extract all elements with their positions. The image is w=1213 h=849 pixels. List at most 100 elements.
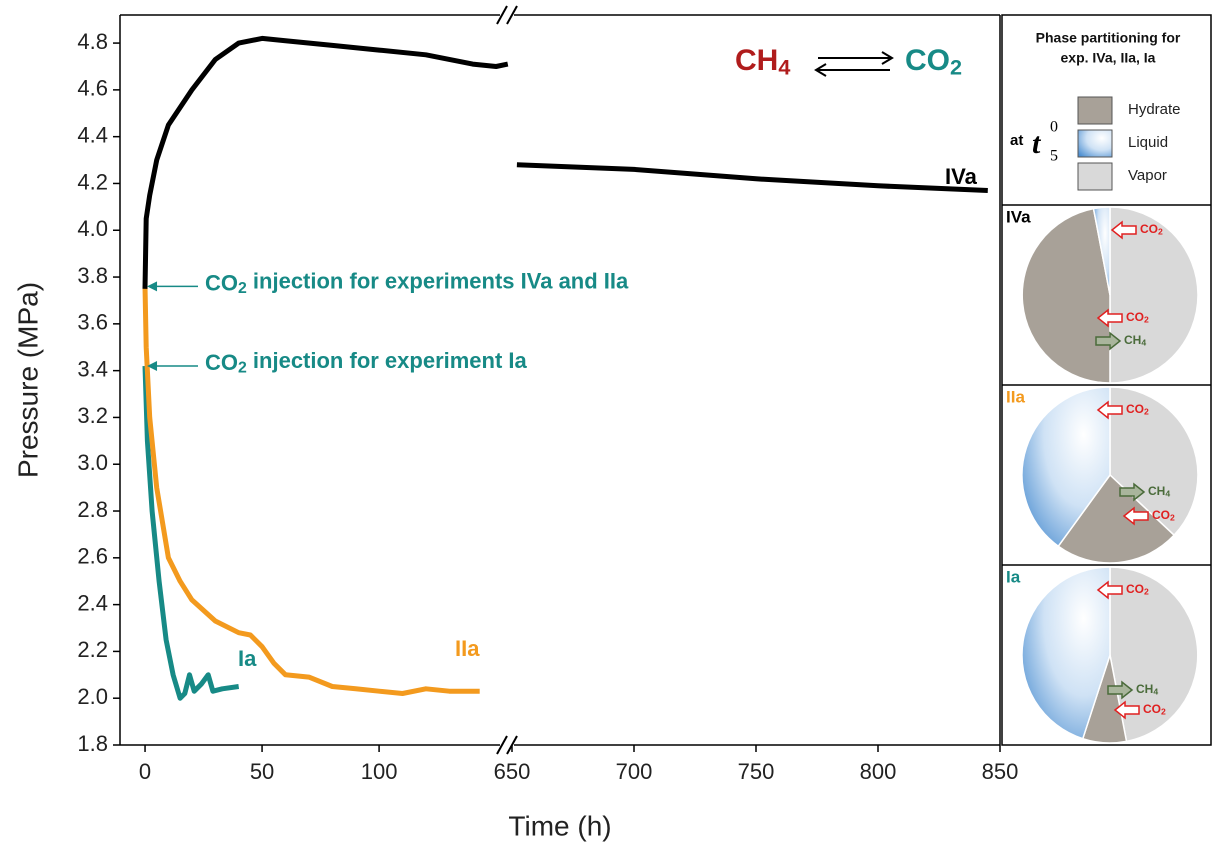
y-tick-label: 4.2 — [77, 169, 108, 194]
series-line — [142, 286, 480, 696]
annotation-part: 2 — [238, 360, 247, 377]
flux-label-part: CO — [1126, 310, 1144, 324]
flux-arrow — [1113, 700, 1140, 720]
x-axis-title: Time (h) — [508, 810, 611, 841]
flux-label-part: CO — [1140, 222, 1158, 236]
x-tick-label: 0 — [139, 759, 151, 784]
phase-swatch — [1077, 96, 1113, 125]
flux-label: CH4 — [1124, 333, 1146, 348]
phase-label: Vapor — [1128, 167, 1167, 184]
y-tick-label: 2.2 — [77, 637, 108, 662]
reaction-left-part: CH — [735, 44, 778, 77]
flux-label: CO2 — [1126, 582, 1149, 597]
pie-label: Ia — [1006, 567, 1021, 586]
flux-arrow — [1122, 506, 1149, 526]
reaction-right-part: CO — [905, 44, 950, 77]
annotation-arrowhead — [147, 281, 158, 292]
y-tick-label: 3.0 — [77, 450, 108, 475]
axis-break — [496, 5, 518, 755]
annotation-part: injection for experiment Ia — [247, 348, 528, 373]
flux-arrow — [1096, 308, 1123, 328]
time-symbol: t — [1032, 127, 1042, 160]
x-tick-label: 100 — [361, 759, 398, 784]
flux-label: CO2 — [1143, 702, 1166, 717]
series-line — [142, 365, 240, 701]
y-tick-label: 3.6 — [77, 310, 108, 335]
flux-label-part: CH — [1148, 484, 1165, 498]
reaction-right: CO2 — [905, 44, 962, 79]
annotation-part: CO — [205, 270, 238, 295]
flux-label: CO2 — [1126, 310, 1149, 325]
flux-label-part: 4 — [1153, 687, 1158, 697]
flux-arrow — [1095, 331, 1122, 351]
flux-label-part: CH — [1124, 333, 1141, 347]
flux-label-part: CO — [1126, 582, 1144, 596]
y-tick-label: 2.0 — [77, 684, 108, 709]
y-tick-label: 3.8 — [77, 263, 108, 288]
annotation: CO2 injection for experiment Ia — [205, 348, 528, 377]
x-tick-label: 850 — [982, 759, 1019, 784]
annotation-arrowhead — [147, 360, 158, 371]
flux-label-part: 2 — [1144, 407, 1149, 417]
x-tick-label: 800 — [860, 759, 897, 784]
annotation-part: CO — [205, 350, 238, 375]
y-tick-label: 2.6 — [77, 544, 108, 569]
x-tick-label: 750 — [738, 759, 775, 784]
pie-slice — [1021, 207, 1111, 384]
y-tick-label: 3.4 — [77, 356, 108, 381]
y-tick-label: 1.8 — [77, 731, 108, 756]
flux-label: CH4 — [1148, 484, 1170, 499]
flux-label: CO2 — [1140, 222, 1163, 237]
reaction-left: CH4 — [735, 44, 790, 79]
y-tick-label: 4.6 — [77, 76, 108, 101]
series-line — [142, 35, 988, 289]
series-label: IIa — [455, 636, 480, 661]
pie-slice — [1021, 386, 1111, 548]
time-sub: 5 — [1050, 148, 1058, 165]
phase-label: Hydrate — [1128, 101, 1181, 118]
reaction-arrows — [814, 51, 894, 77]
flux-arrow — [1096, 580, 1123, 600]
y-tick-label: 2.8 — [77, 497, 108, 522]
flux-label: CH4 — [1136, 682, 1158, 697]
y-tick-label: 4.4 — [77, 122, 108, 147]
flux-label-part: CO — [1143, 702, 1161, 716]
pie-label: IIa — [1006, 387, 1025, 406]
flux-arrow — [1119, 482, 1146, 502]
flux-label-part: 4 — [1165, 489, 1170, 499]
flux-label-part: 2 — [1158, 227, 1163, 237]
pie-slice — [1057, 473, 1176, 564]
series-label: Ia — [238, 646, 257, 671]
phase-swatch — [1077, 162, 1113, 191]
flux-label-part: 4 — [1141, 338, 1146, 348]
reaction-right-part: 2 — [950, 54, 962, 79]
time-sup: 0 — [1050, 119, 1058, 136]
flux-arrow — [1096, 400, 1123, 420]
phase-swatch — [1077, 129, 1113, 158]
annotation-part: injection for experiments IVa and IIa — [247, 268, 629, 293]
flux-label-part: 2 — [1144, 315, 1149, 325]
annotation: CO2 injection for experiments IVa and II… — [205, 268, 629, 297]
pie-slice — [1021, 566, 1111, 740]
pie-slice — [1109, 566, 1199, 743]
pie-slice — [1109, 386, 1199, 537]
flux-label-part: CH — [1136, 682, 1153, 696]
flux-label-part: CO — [1126, 402, 1144, 416]
x-tick-label: 650 — [494, 759, 531, 784]
y-tick-label: 4.0 — [77, 216, 108, 241]
flux-label-part: CO — [1152, 508, 1170, 522]
flux-label-part: 2 — [1170, 513, 1175, 523]
pie-slice — [1092, 206, 1111, 296]
flux-label: CO2 — [1126, 402, 1149, 417]
y-tick-label: 3.2 — [77, 403, 108, 428]
series-label: IVa — [945, 164, 978, 189]
flux-label-part: 2 — [1161, 707, 1166, 717]
flux-label-part: 2 — [1144, 587, 1149, 597]
y-tick-label: 2.4 — [77, 590, 108, 615]
time-prefix: at — [1010, 132, 1023, 149]
panel-title: exp. IVa, IIa, Ia — [1061, 50, 1156, 66]
x-tick-label: 50 — [250, 759, 274, 784]
annotation-part: 2 — [238, 280, 247, 297]
flux-arrow — [1110, 220, 1137, 240]
